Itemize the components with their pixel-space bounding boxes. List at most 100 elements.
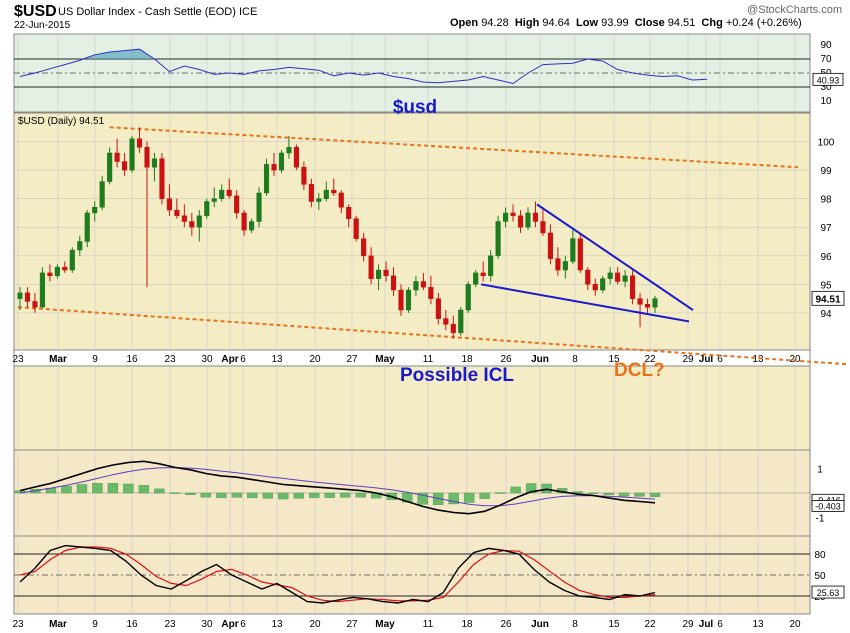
candle-body — [196, 215, 202, 228]
candle-body — [189, 221, 195, 228]
macd-histogram-bar — [262, 492, 274, 499]
candle-body — [405, 289, 412, 311]
candle-body — [383, 269, 389, 277]
candle-body — [278, 152, 285, 171]
candle-body — [615, 272, 621, 282]
price-series-label: $USD (Daily) 94.51 — [18, 116, 105, 127]
macd-histogram-bar — [216, 492, 227, 499]
candle-body — [226, 189, 232, 197]
x-tick-label-bottom: 23 — [12, 619, 24, 630]
macd-histogram-bar — [494, 492, 506, 494]
price-y-tick: 99 — [820, 166, 832, 177]
price-y-tick: 98 — [820, 195, 832, 206]
candle-body — [376, 269, 382, 279]
low-value: 93.99 — [601, 17, 629, 29]
x-tick-label-top: 20 — [789, 354, 801, 365]
candle-body — [151, 158, 158, 168]
candle-body — [219, 189, 225, 199]
x-tick-label-top: 18 — [461, 354, 473, 365]
x-tick-label-bottom: 18 — [461, 619, 473, 630]
x-tick-label-bottom: 6 — [240, 619, 246, 630]
macd-y-tick: -1 — [816, 513, 825, 524]
macd-histogram-bar — [587, 492, 599, 494]
candle-body — [547, 232, 553, 259]
macd-histogram-bar — [618, 492, 630, 497]
channel-upper-line — [109, 126, 799, 169]
candle-body — [637, 298, 643, 305]
x-tick-label-bottom: 26 — [500, 619, 512, 630]
macd-value-box-1 — [811, 500, 845, 512]
candle-body — [181, 215, 187, 222]
candle-body — [525, 212, 531, 228]
candle-body — [495, 221, 501, 257]
candle-body — [517, 215, 524, 228]
chart-date: 22-Jun-2015 — [14, 20, 71, 31]
candle-body — [99, 181, 105, 208]
candle-body — [316, 198, 322, 202]
candle-body — [532, 212, 539, 222]
candle-body — [159, 158, 165, 199]
rsi-y-tick: 30 — [820, 82, 832, 93]
price-y-tick: 96 — [820, 252, 832, 263]
x-tick-label-bottom: 11 — [423, 619, 434, 630]
x-tick-label-bottom: 13 — [752, 619, 764, 630]
price-y-tick: 95 — [820, 280, 832, 291]
macd-histogram-bar — [340, 492, 351, 498]
rsi-line — [19, 48, 708, 85]
dcl-annotation: DCL? — [614, 360, 665, 381]
candle-body — [293, 147, 299, 168]
candle-body — [249, 221, 255, 231]
macd-histogram-bar — [479, 492, 490, 499]
candle-body — [24, 292, 31, 302]
x-tick-label-bottom: May — [375, 619, 395, 630]
x-tick-label-top: 13 — [271, 354, 283, 365]
low-label: Low — [576, 17, 599, 29]
macd-histogram-bar — [603, 492, 614, 495]
candle-body — [331, 189, 337, 194]
candle-body — [577, 238, 583, 271]
candle-body — [271, 164, 277, 171]
rsi-value-box — [812, 72, 844, 86]
rsi-last-value: 40.93 — [817, 75, 840, 85]
x-tick-label-bottom: 23 — [164, 619, 176, 630]
candle-body — [413, 281, 419, 291]
candle-body — [503, 212, 509, 222]
candle-body — [555, 258, 561, 271]
candle-body — [32, 301, 38, 308]
macd-histogram-bar — [525, 483, 537, 494]
candle-body — [54, 266, 60, 277]
x-tick-label-bottom: 22 — [644, 619, 656, 630]
macd-histogram-bar — [169, 492, 181, 494]
x-tick-label-bottom: 8 — [572, 619, 578, 630]
candle-body — [92, 206, 98, 214]
macd-histogram-bar — [448, 492, 459, 505]
rsi-overbought-fill — [20, 49, 708, 59]
last-price-value: 94.51 — [815, 294, 840, 305]
candle-body — [62, 266, 68, 271]
wedge-upper-line — [536, 203, 694, 311]
macd-histogram-bar — [185, 492, 196, 495]
macd-histogram-bar — [572, 491, 583, 494]
candle-body — [480, 272, 486, 277]
candle-body — [211, 198, 217, 202]
x-tick-label-top: 23 — [164, 354, 176, 365]
candle-body — [174, 209, 180, 217]
macd-histogram-bar — [76, 484, 88, 494]
wedge-lower-line — [480, 283, 690, 323]
macd-histogram-bar — [231, 492, 243, 498]
x-tick-label-bottom: Jun — [531, 619, 549, 630]
macd-histogram-bar — [324, 492, 335, 498]
x-tick-label-bottom: 16 — [126, 619, 138, 630]
macd-histogram-bar — [61, 485, 72, 494]
macd-histogram-bar — [107, 483, 119, 494]
x-tick-label-top: 16 — [126, 354, 138, 365]
candle-body — [84, 212, 90, 242]
candle-body — [39, 272, 45, 308]
candle-body — [256, 192, 262, 222]
rsi-y-tick: 90 — [820, 40, 832, 51]
macd-value: -0.403 — [815, 501, 841, 511]
candle-body — [398, 289, 404, 311]
macd-histogram-bar — [92, 483, 103, 494]
candle-body — [570, 238, 576, 262]
candle-body — [114, 152, 120, 162]
